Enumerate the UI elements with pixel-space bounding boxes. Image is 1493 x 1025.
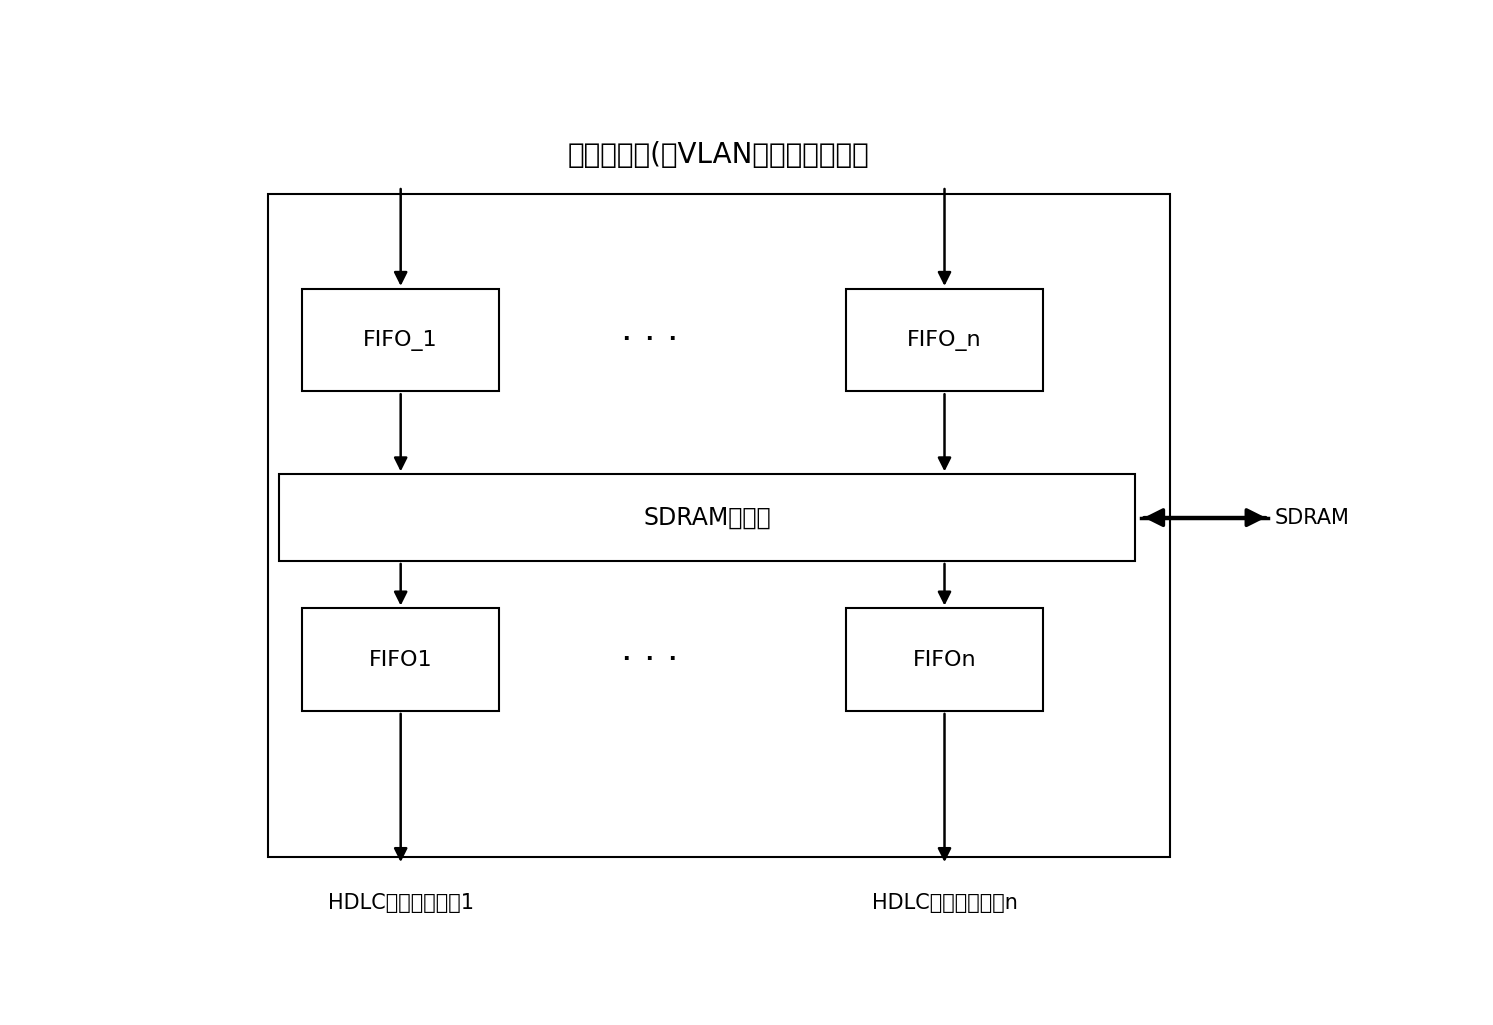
Text: FIFO_1: FIFO_1 <box>363 330 437 351</box>
Bar <box>279 475 1135 561</box>
Text: 解复用模块(按VLAN编号并行转发）: 解复用模块(按VLAN编号并行转发） <box>567 140 870 168</box>
Text: FIFO_n: FIFO_n <box>908 330 982 351</box>
Text: · · ·: · · · <box>621 643 678 676</box>
Text: SDRAM控制器: SDRAM控制器 <box>643 505 770 530</box>
Text: SDRAM: SDRAM <box>1274 507 1350 528</box>
Text: FIFO1: FIFO1 <box>369 650 433 669</box>
Bar <box>267 194 1171 857</box>
Text: FIFOn: FIFOn <box>912 650 976 669</box>
Text: · · ·: · · · <box>621 323 678 357</box>
Bar <box>302 609 499 711</box>
Bar <box>302 289 499 392</box>
Text: HDLC发送处理模块n: HDLC发送处理模块n <box>872 893 1017 912</box>
Bar <box>847 289 1042 392</box>
Bar <box>847 609 1042 711</box>
Text: HDLC发送处理模块1: HDLC发送处理模块1 <box>327 893 473 912</box>
